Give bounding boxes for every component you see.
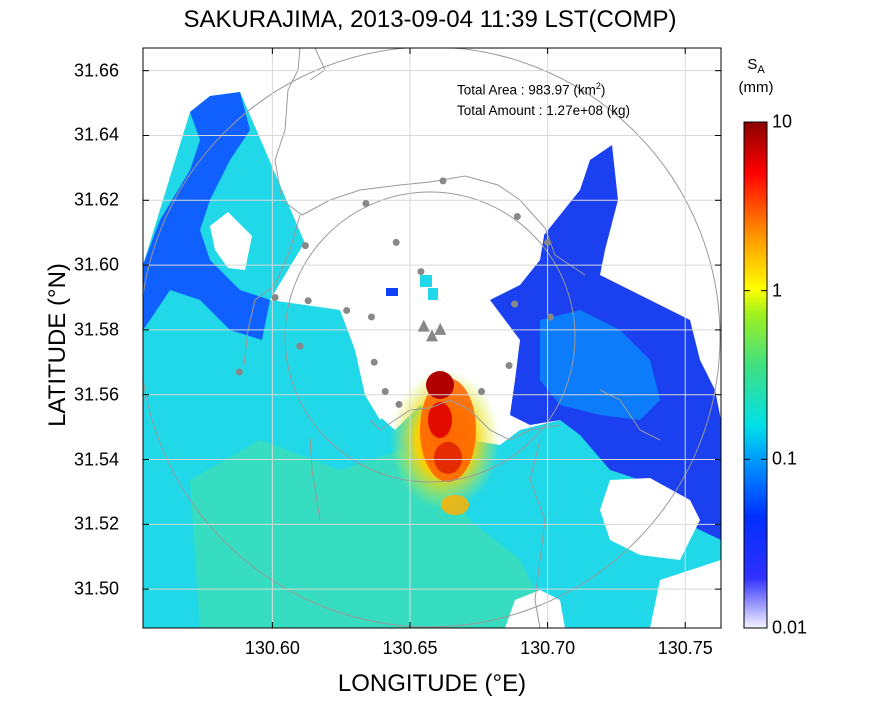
small-echo-2 bbox=[428, 288, 438, 300]
observation-point bbox=[235, 368, 243, 376]
range-ring-inner bbox=[284, 191, 576, 483]
x-axis-label: LONGITUDE (°E) bbox=[337, 670, 527, 697]
x-tick-label: 130.70 bbox=[520, 638, 576, 658]
colorbar-tick-label: 1 bbox=[772, 280, 783, 301]
y-tick-label: 31.52 bbox=[74, 513, 120, 534]
vent-marker bbox=[426, 329, 438, 342]
observation-point bbox=[370, 358, 378, 366]
vent-marker bbox=[434, 322, 447, 335]
observation-point bbox=[271, 293, 279, 301]
colorbar-tick-label: 0.1 bbox=[772, 448, 798, 469]
observation-point bbox=[304, 297, 312, 305]
total-area-text: Total Area : 983.97 (km2) bbox=[457, 81, 606, 98]
small-echo-1 bbox=[420, 275, 432, 287]
colorbar-label: SA (mm) bbox=[738, 56, 774, 96]
y-tick-label: 31.62 bbox=[74, 189, 120, 210]
observation-point bbox=[417, 268, 425, 276]
observation-point bbox=[395, 400, 403, 408]
deposit-field-blue-west bbox=[143, 92, 270, 340]
y-tick-label: 31.58 bbox=[74, 319, 120, 340]
y-tick-label: 31.64 bbox=[74, 124, 120, 145]
plume-core-3 bbox=[434, 442, 462, 474]
no-data-west bbox=[210, 212, 252, 270]
observation-point bbox=[505, 362, 513, 370]
plume-core-2 bbox=[428, 402, 452, 438]
x-tick-label: 130.75 bbox=[657, 638, 713, 658]
volcano-vents bbox=[417, 319, 447, 342]
observation-point bbox=[296, 342, 304, 350]
no-data-east bbox=[600, 478, 700, 560]
colorbar-ticks bbox=[744, 121, 767, 629]
deposit-field-center bbox=[190, 440, 560, 628]
map-field bbox=[143, 48, 721, 628]
observation-point bbox=[544, 238, 552, 246]
grid-lines bbox=[143, 48, 721, 628]
axis-ticks bbox=[143, 48, 721, 628]
vent-marker bbox=[417, 319, 430, 332]
y-tick-label: 31.56 bbox=[74, 384, 120, 405]
small-echo-3 bbox=[386, 288, 398, 296]
observation-point bbox=[513, 212, 521, 220]
colorbar bbox=[743, 121, 768, 629]
colorbar-tick-label: 10 bbox=[772, 111, 793, 132]
y-tick-label: 31.50 bbox=[74, 578, 120, 599]
range-ring-outer bbox=[143, 48, 721, 628]
colorbar-tick-label: 0.01 bbox=[772, 617, 808, 638]
plume-tail bbox=[441, 495, 469, 515]
no-data-south bbox=[505, 590, 565, 628]
observation-point bbox=[301, 242, 309, 250]
observation-point bbox=[546, 313, 554, 321]
chart-title: SAKURAJIMA, 2013-09-04 11:39 LST(COMP) bbox=[183, 6, 677, 33]
observation-point bbox=[343, 306, 351, 314]
plume-core bbox=[426, 371, 454, 399]
observation-point bbox=[381, 387, 389, 395]
range-rings bbox=[143, 48, 721, 628]
x-tick-label: 130.60 bbox=[244, 638, 300, 658]
observation-point bbox=[478, 387, 486, 395]
deposit-field-east-cyan bbox=[540, 310, 660, 420]
observation-point bbox=[362, 200, 370, 208]
coastline bbox=[243, 48, 661, 628]
observation-point bbox=[511, 300, 519, 308]
total-amount-text: Total Amount : 1.27e+08 (kg) bbox=[457, 102, 630, 118]
y-tick-label: 31.54 bbox=[74, 449, 120, 469]
observation-point bbox=[392, 238, 400, 246]
y-axis-label: LATITUDE (°N) bbox=[44, 263, 71, 427]
y-tick-label: 31.66 bbox=[74, 60, 120, 81]
observation-point bbox=[367, 313, 375, 321]
y-tick-label: 31.60 bbox=[74, 254, 120, 275]
no-data-center bbox=[270, 175, 545, 420]
plot-frame bbox=[142, 47, 722, 629]
x-tick-label: 130.65 bbox=[382, 638, 438, 658]
observation-points bbox=[235, 177, 554, 408]
totals-annotation: Total Area : 983.97 (km2) Total Amount :… bbox=[457, 76, 630, 121]
observation-point bbox=[439, 177, 447, 185]
